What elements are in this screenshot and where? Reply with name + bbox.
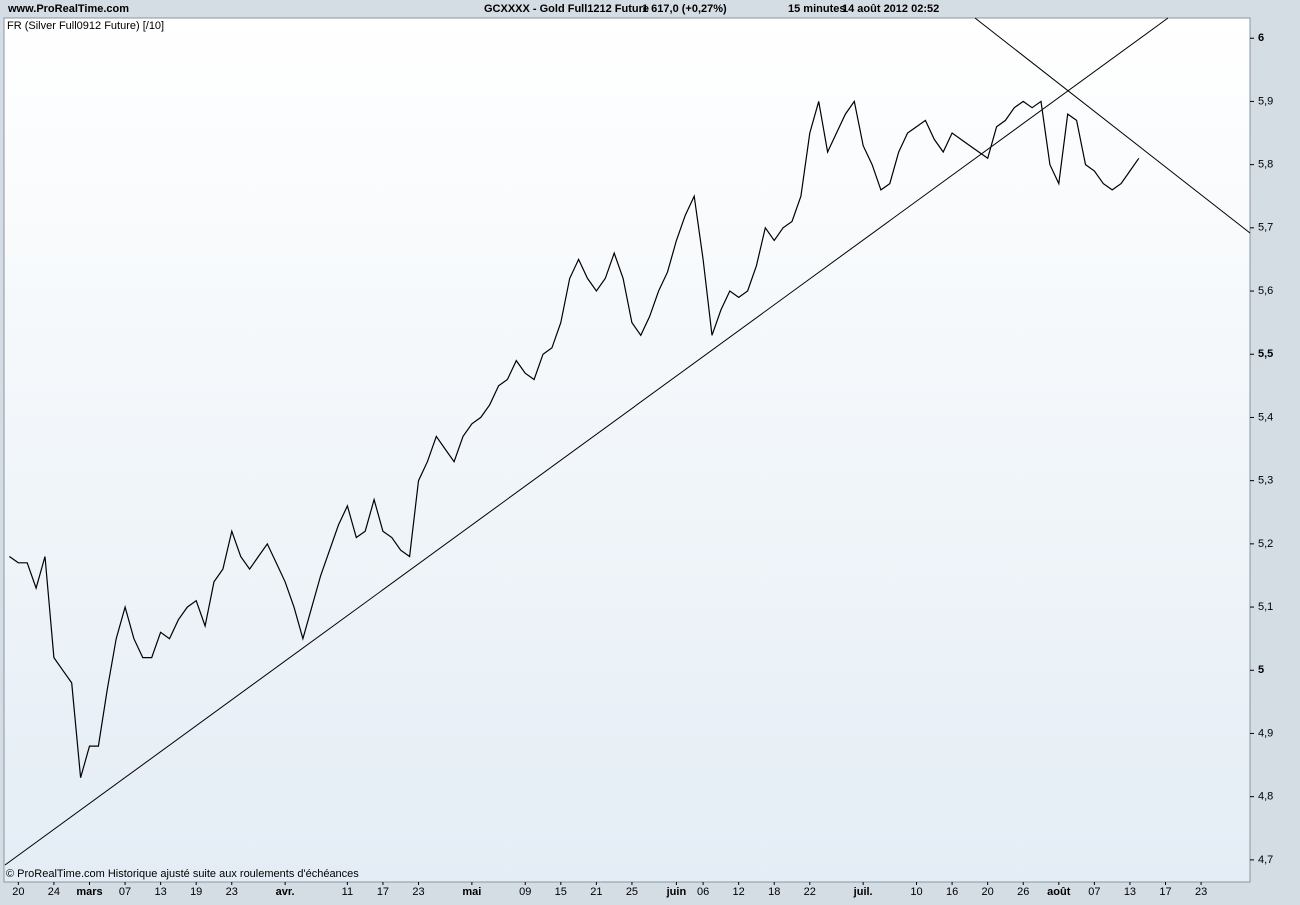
- x-tick-label: mars: [76, 886, 102, 898]
- x-tick-label: 22: [804, 886, 816, 898]
- x-tick-label: mai: [462, 886, 481, 898]
- x-tick-label: 23: [412, 886, 424, 898]
- y-tick-label: 5,7: [1258, 222, 1273, 234]
- x-tick-label: 15: [555, 886, 567, 898]
- x-tick-label: 25: [626, 886, 638, 898]
- plot-area: [3, 17, 1251, 883]
- x-tick-label: 21: [590, 886, 602, 898]
- y-tick-label: 5,2: [1258, 538, 1273, 550]
- y-tick-label: 5,6: [1258, 285, 1273, 297]
- y-tick-label: 5,1: [1258, 601, 1273, 613]
- x-tick-label: 13: [1124, 886, 1136, 898]
- x-tick-label: 10: [910, 886, 922, 898]
- x-tick-label: 09: [519, 886, 531, 898]
- y-tick-label: 4,8: [1258, 791, 1273, 803]
- x-tick-label: juin: [666, 886, 687, 898]
- subtitle: FR (Silver Full0912 Future) [/10]: [7, 20, 164, 32]
- top-bar: [0, 0, 1300, 18]
- x-tick-label: 17: [377, 886, 389, 898]
- x-tick-label: 07: [1088, 886, 1100, 898]
- datetime: 14 août 2012 02:52: [842, 3, 939, 15]
- x-tick-label: 13: [155, 886, 167, 898]
- x-tick-label: août: [1047, 886, 1071, 898]
- y-tick-label: 4,9: [1258, 727, 1273, 739]
- x-tick-label: 16: [946, 886, 958, 898]
- x-tick-label: 11: [342, 886, 353, 898]
- x-tick-label: 19: [190, 886, 202, 898]
- x-tick-label: 12: [733, 886, 745, 898]
- x-tick-label: 26: [1017, 886, 1029, 898]
- x-tick-label: 18: [768, 886, 780, 898]
- x-tick-label: avr.: [276, 886, 295, 898]
- instrument: GCXXXX - Gold Full1212 Future: [484, 3, 649, 15]
- y-tick-label: 5,9: [1258, 95, 1273, 107]
- interval: 15 minutes: [788, 3, 845, 15]
- trend-line-resistance: [974, 17, 1251, 234]
- x-tick-label: 06: [697, 886, 709, 898]
- x-tick-label: 07: [119, 886, 131, 898]
- trend-line-support: [4, 17, 1169, 866]
- x-tick-label: juil.: [853, 886, 873, 898]
- y-tick-label: 4,7: [1258, 854, 1273, 866]
- x-tick-label: 20: [12, 886, 24, 898]
- x-tick-label: 17: [1159, 886, 1171, 898]
- x-tick-label: 24: [48, 886, 60, 898]
- y-tick-label: 5: [1258, 664, 1264, 676]
- y-tick-label: 5,5: [1258, 348, 1273, 360]
- y-tick-label: 5,3: [1258, 475, 1273, 487]
- quote: 1 617,0 (+0,27%): [642, 3, 727, 15]
- x-tick-label: 23: [226, 886, 238, 898]
- y-tick-label: 6: [1258, 32, 1264, 44]
- x-tick-label: 20: [982, 886, 994, 898]
- x-tick-label: 23: [1195, 886, 1207, 898]
- price-line: [9, 99, 1140, 778]
- site: www.ProRealTime.com: [7, 3, 129, 15]
- footnote: © ProRealTime.com Historique ajusté suit…: [6, 868, 359, 880]
- y-tick-label: 5,8: [1258, 159, 1273, 171]
- y-tick-label: 5,4: [1258, 411, 1273, 423]
